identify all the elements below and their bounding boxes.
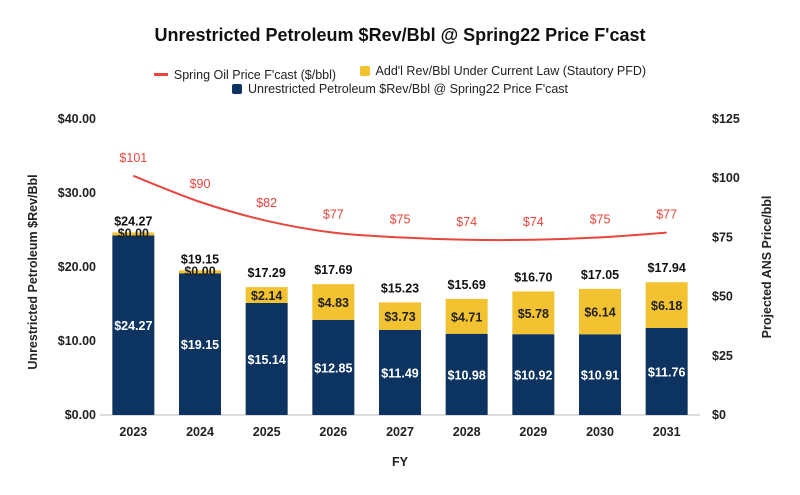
- total-label: $19.15: [181, 252, 219, 266]
- y-tick-label: $10.00: [58, 334, 96, 348]
- bar-additional: [645, 282, 688, 328]
- x-tick-label: 2024: [186, 425, 214, 439]
- bar-value-label: $3.73: [384, 310, 415, 324]
- bar-value-label: $0.00: [118, 226, 149, 240]
- x-tick-label: 2023: [119, 425, 147, 439]
- bar-value-label: $10.91: [581, 369, 619, 383]
- bar-unrestricted: [245, 302, 288, 415]
- bar-unrestricted: [312, 319, 355, 415]
- bar-value-label: $4.71: [451, 310, 482, 324]
- bar-unrestricted: [579, 334, 621, 415]
- x-tick-label: 2029: [519, 425, 547, 439]
- bar-value-label: $19.15: [181, 338, 219, 352]
- line-value-label: $74: [456, 215, 477, 229]
- y2-axis-title: Projected ANS Price/bbl: [760, 196, 774, 339]
- y2-tick-label: $100: [712, 171, 740, 185]
- legend-item-unrestricted-revenue: Unrestricted Petroleum $Rev/Bbl @ Spring…: [231, 82, 569, 96]
- y-tick-label: $40.00: [58, 112, 96, 126]
- x-tick-label: 2031: [653, 425, 681, 439]
- bar-unrestricted: [112, 235, 155, 415]
- line-value-label: $90: [190, 177, 211, 191]
- bar-additional: [112, 232, 155, 236]
- legend: Spring Oil Price F'cast ($/bbl) Add'l Re…: [0, 64, 800, 82]
- x-axis-title: FY: [392, 455, 409, 469]
- bar-unrestricted: [512, 334, 555, 415]
- y2-tick-label: $0: [712, 408, 726, 422]
- y2-tick-label: $125: [712, 112, 740, 126]
- line-value-label: $74: [523, 215, 544, 229]
- bar-value-label: $11.76: [648, 365, 686, 379]
- bar-value-label: $24.27: [114, 319, 152, 333]
- bar-additional: [312, 284, 355, 320]
- x-tick-label: 2026: [319, 425, 347, 439]
- y-tick-label: $20.00: [58, 260, 96, 274]
- x-tick-label: 2028: [453, 425, 481, 439]
- x-tick-label: 2027: [386, 425, 414, 439]
- y2-tick-label: $25: [712, 349, 733, 363]
- oil-price-line: [132, 174, 667, 242]
- legend-label: Spring Oil Price F'cast ($/bbl): [173, 67, 337, 82]
- legend-row: Unrestricted Petroleum $Rev/Bbl @ Spring…: [0, 82, 800, 97]
- line-value-label: $77: [323, 208, 344, 222]
- legend-label: Add'l Rev/Bbl Under Current Law (Stautor…: [375, 64, 647, 78]
- total-label: $24.27: [114, 214, 152, 228]
- total-label: $17.05: [581, 268, 619, 282]
- y2-tick-label: $50: [712, 290, 733, 304]
- chart-title: Unrestricted Petroleum $Rev/Bbl @ Spring…: [154, 25, 646, 45]
- total-label: $15.23: [381, 281, 419, 295]
- bar-value-label: $10.92: [514, 369, 552, 383]
- bar-value-label: $15.14: [248, 353, 286, 367]
- line-value-label: $82: [256, 196, 277, 210]
- bar-value-label: $4.83: [318, 296, 349, 310]
- legend-item-oil-price: Spring Oil Price F'cast ($/bbl): [153, 67, 337, 82]
- line-value-label: $77: [656, 208, 677, 222]
- y-tick-label: $30.00: [58, 186, 96, 200]
- bar-value-label: $6.14: [584, 306, 615, 320]
- bar-value-label: $6.18: [651, 299, 682, 313]
- bar-value-label: $0.00: [184, 264, 215, 278]
- bar-unrestricted: [445, 333, 488, 415]
- bar-unrestricted: [379, 329, 421, 415]
- x-tick-label: 2030: [586, 425, 614, 439]
- legend-label: Unrestricted Petroleum $Rev/Bbl @ Spring…: [247, 82, 569, 96]
- bar-unrestricted: [645, 327, 688, 415]
- bar-additional: [579, 288, 621, 335]
- y-tick-label: $0.00: [65, 408, 96, 422]
- bar-value-label: $2.14: [251, 289, 282, 303]
- legend-swatch-navy: [231, 84, 242, 94]
- legend-swatch-yellow: [359, 66, 370, 76]
- bar-value-label: $11.49: [381, 366, 419, 380]
- total-label: $17.69: [314, 263, 352, 277]
- legend-item-additional-revenue: Add'l Rev/Bbl Under Current Law (Stautor…: [359, 64, 647, 78]
- total-label: $16.70: [514, 270, 552, 284]
- bar-additional: [512, 291, 555, 335]
- bar-value-label: $10.98: [448, 368, 486, 382]
- bar-value-label: $5.78: [518, 307, 549, 321]
- y-axis-title: Unrestricted Petroleum $Rev/Bbl: [26, 174, 40, 369]
- line-value-label: $101: [119, 151, 147, 165]
- line-value-label: $75: [590, 212, 611, 226]
- bar-value-label: $12.85: [314, 361, 352, 375]
- total-label: $17.94: [648, 261, 686, 275]
- bar-additional: [379, 302, 421, 330]
- x-tick-label: 2025: [253, 425, 281, 439]
- bar-additional: [179, 270, 221, 274]
- total-label: $15.69: [448, 278, 486, 292]
- bar-additional: [445, 298, 488, 334]
- legend-swatch-line: [153, 73, 168, 76]
- line-value-label: $75: [390, 212, 411, 226]
- bar-unrestricted: [179, 273, 221, 415]
- y2-tick-label: $75: [712, 230, 733, 244]
- total-label: $17.29: [248, 266, 286, 280]
- bar-additional: [245, 287, 288, 303]
